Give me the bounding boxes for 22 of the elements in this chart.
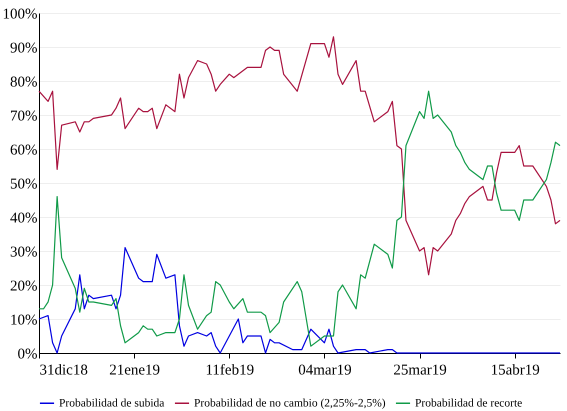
y-tick-label: 0% [18, 346, 38, 362]
x-tick-label: 31dic18 [40, 362, 88, 378]
y-tick-label: 80% [10, 74, 38, 90]
x-tick-label: 04mar19 [298, 362, 352, 378]
y-tick-label: 10% [10, 312, 38, 328]
x-tick-label: 11feb19 [205, 362, 254, 378]
line-series [38, 36, 561, 276]
legend-label: Probabilidad de recorte [415, 397, 522, 410]
y-tick-label: 20% [10, 278, 38, 294]
y-tick-label: 60% [10, 142, 38, 158]
legend-label: Probabilidad de subida [59, 397, 164, 410]
y-tick-label: 30% [10, 244, 38, 260]
y-tick-label: 50% [10, 176, 38, 192]
y-tick-label: 100% [2, 6, 38, 22]
line-series [38, 90, 561, 347]
y-tick-label: 40% [10, 210, 38, 226]
x-tick-label: 25mar19 [393, 362, 447, 378]
y-tick-label: 90% [10, 40, 38, 56]
legend-label: Probabilidad de no cambio (2,25%-2,5%) [194, 397, 386, 410]
y-tick-label: 70% [10, 108, 38, 124]
x-tick-label: 21ene19 [109, 362, 160, 378]
x-tick-label: 15abr19 [490, 362, 540, 378]
